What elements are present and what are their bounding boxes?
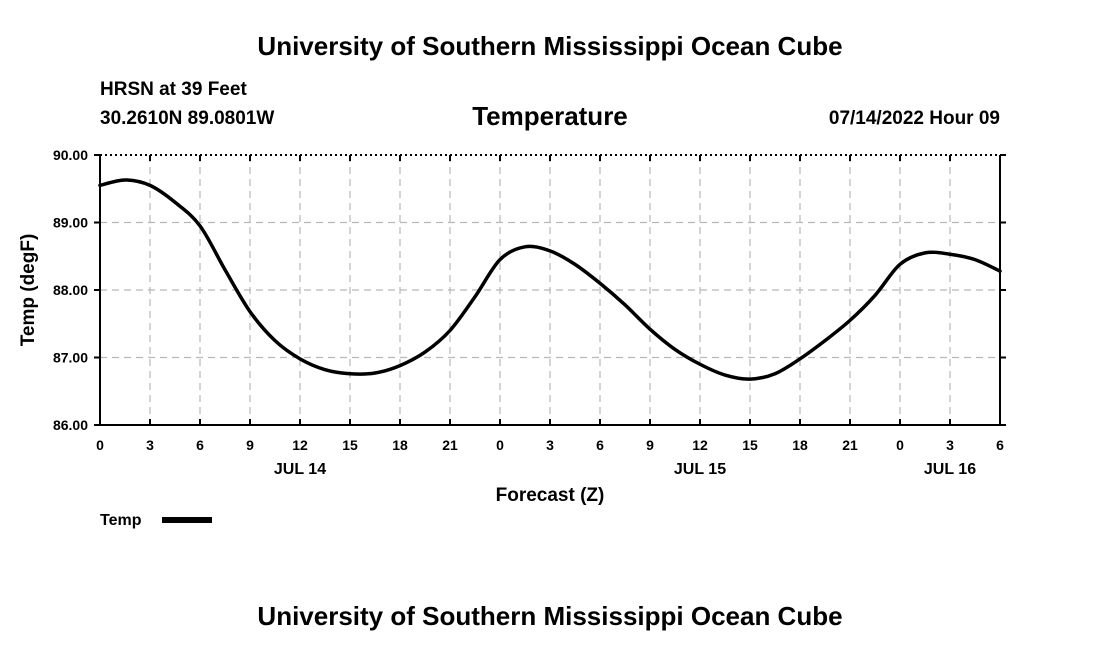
grid (100, 155, 1000, 425)
x-tick-label: 18 (392, 437, 408, 453)
day-label: JUL 15 (674, 461, 726, 478)
chart-title: Temperature (472, 101, 628, 131)
x-tick-label: 0 (896, 437, 904, 453)
x-tick-label: 3 (946, 437, 954, 453)
x-tick-label: 9 (246, 437, 254, 453)
location-label: 30.2610N 89.0801W (100, 108, 274, 129)
series-line-temp (98, 178, 1002, 381)
footer-title: University of Southern Mississippi Ocean… (257, 601, 842, 631)
y-axis-label: Temp (degF) (18, 234, 39, 347)
y-tick-label: 87.00 (53, 350, 88, 366)
x-tick-label: 6 (596, 437, 604, 453)
x-tick-label: 9 (646, 437, 654, 453)
series-group (98, 178, 1002, 381)
x-tick-label: 6 (996, 437, 1004, 453)
y-tick-label: 86.00 (53, 417, 88, 433)
x-tick-label: 0 (496, 437, 504, 453)
x-tick-label: 21 (442, 437, 458, 453)
datetime-label: 07/14/2022 Hour 09 (829, 108, 1000, 129)
x-axis: 0 3 6 9 12 15 18 21 0 3 6 9 12 15 18 21 0 3 6 (96, 155, 1004, 453)
legend: Temp (100, 512, 212, 529)
y-tick-label: 90.00 (53, 147, 88, 163)
x-tick-label: 3 (546, 437, 554, 453)
x-tick-label: 12 (292, 437, 308, 453)
day-labels: JUL 14 JUL 15 JUL 16 (274, 461, 976, 478)
day-label: JUL 14 (274, 461, 326, 478)
legend-label: Temp (100, 512, 142, 529)
x-tick-label: 21 (842, 437, 858, 453)
x-axis-label: Forecast (Z) (496, 485, 605, 506)
y-axis: 86.00 87.00 88.00 89.00 90.00 (53, 147, 1006, 433)
x-tick-label: 15 (342, 437, 358, 453)
y-tick-label: 88.00 (53, 282, 88, 298)
x-tick-label: 15 (742, 437, 758, 453)
main-title: University of Southern Mississippi Ocean… (257, 31, 842, 61)
day-label: JUL 16 (924, 461, 976, 478)
x-tick-label: 0 (96, 437, 104, 453)
y-tick-label: 89.00 (53, 215, 88, 231)
station-label: HRSN at 39 Feet (100, 79, 247, 100)
x-tick-label: 6 (196, 437, 204, 453)
x-tick-label: 3 (146, 437, 154, 453)
x-tick-label: 12 (692, 437, 708, 453)
x-tick-label: 18 (792, 437, 808, 453)
